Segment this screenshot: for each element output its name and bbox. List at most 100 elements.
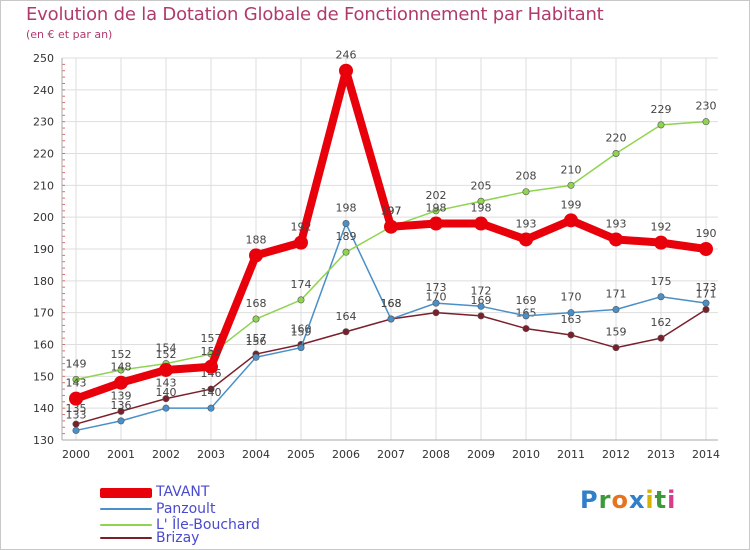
chart-title: Evolution de la Dotation Globale de Fonc… [26, 4, 604, 25]
data-point [519, 232, 533, 247]
data-label: 143 [156, 377, 177, 390]
chart-subtitle: (en € et par an) [26, 28, 113, 41]
data-label: 197 [381, 205, 402, 218]
data-point [522, 312, 530, 320]
x-tick-label: 2014 [692, 448, 720, 461]
data-point [612, 305, 620, 313]
x-tick-label: 2007 [377, 448, 405, 461]
data-label: 140 [156, 386, 177, 399]
data-point [567, 181, 575, 189]
data-label: 170 [426, 291, 447, 304]
legend-label-tavant: TAVANT [156, 484, 210, 500]
data-point [429, 216, 443, 231]
data-point [432, 207, 440, 215]
data-point [702, 305, 710, 313]
data-label: 168 [246, 297, 267, 310]
data-point [249, 248, 263, 263]
data-point [609, 232, 623, 247]
data-label: 188 [246, 233, 267, 246]
x-tick-label: 2001 [107, 448, 135, 461]
data-point [564, 213, 578, 228]
y-tick-label: 240 [33, 84, 54, 97]
data-point [477, 197, 485, 205]
y-tick-label: 130 [33, 434, 54, 447]
y-tick-label: 220 [33, 148, 54, 161]
logo-letter: o [611, 486, 629, 514]
data-point [117, 366, 125, 374]
x-tick-label: 2010 [512, 448, 540, 461]
data-point [117, 407, 125, 415]
data-label: 163 [561, 313, 582, 326]
data-label: 230 [696, 100, 717, 113]
logo-letter: i [645, 486, 655, 514]
legend-label-panzoult: Panzoult [156, 501, 216, 517]
data-point [72, 420, 80, 428]
data-label: 152 [111, 348, 132, 361]
data-label: 198 [336, 202, 357, 215]
data-label: 171 [696, 287, 717, 300]
line-chart: 130 140 150 160 170 180 190 200 210 220 230 240 250 2… [33, 49, 720, 461]
data-point [114, 375, 128, 390]
x-tick-label: 2004 [242, 448, 270, 461]
data-point [342, 220, 350, 228]
y-tick-label: 210 [33, 179, 54, 192]
data-label: 170 [561, 291, 582, 304]
data-label: 198 [426, 202, 447, 215]
data-point [207, 404, 215, 412]
data-label: 208 [516, 170, 537, 183]
y-tick-label: 230 [33, 116, 54, 129]
data-label: 133 [66, 408, 87, 421]
data-point [162, 404, 170, 412]
data-label: 143 [66, 377, 87, 390]
data-point [159, 362, 173, 377]
data-point [612, 344, 620, 352]
data-point [297, 344, 305, 352]
data-point [207, 385, 215, 393]
x-tick-label: 2008 [422, 448, 450, 461]
data-label: 169 [516, 294, 537, 307]
data-point [162, 395, 170, 403]
data-point [432, 299, 440, 307]
data-label: 168 [381, 297, 402, 310]
data-label: 135 [66, 402, 87, 415]
y-tick-label: 250 [33, 52, 54, 65]
data-label: 199 [561, 198, 582, 211]
logo-letter: i [667, 486, 677, 514]
data-label: 193 [516, 217, 537, 230]
data-point [387, 315, 395, 323]
data-label: 159 [606, 326, 627, 339]
data-label: 153 [201, 345, 222, 358]
data-label: 189 [336, 230, 357, 243]
data-point [702, 299, 710, 307]
data-point [342, 328, 350, 336]
data-label: 172 [471, 284, 492, 297]
data-point [117, 417, 125, 425]
data-point [204, 359, 218, 374]
data-label: 140 [201, 386, 222, 399]
data-label: 205 [471, 179, 492, 192]
data-label: 152 [156, 348, 177, 361]
data-label: 192 [651, 221, 672, 234]
data-point [342, 248, 350, 256]
data-point [522, 325, 530, 333]
data-point [477, 312, 485, 320]
logo-letter: t [654, 486, 668, 514]
data-point [339, 63, 353, 78]
data-point [522, 188, 530, 196]
data-label: 157 [246, 332, 267, 345]
data-point [384, 219, 398, 234]
data-label: 154 [156, 342, 177, 355]
data-label: 162 [651, 316, 672, 329]
y-tick-label: 150 [33, 370, 54, 383]
data-label: 148 [111, 361, 132, 374]
logo-letter: x [628, 486, 646, 514]
data-point [657, 334, 665, 342]
legend-swatch-brizay [100, 537, 152, 539]
x-tick-label: 2009 [467, 448, 495, 461]
data-label: 193 [606, 217, 627, 230]
y-tick-label: 190 [33, 243, 54, 256]
x-tick-label: 2000 [62, 448, 90, 461]
data-point [702, 118, 710, 126]
data-label: 246 [336, 49, 357, 62]
data-point [654, 235, 668, 250]
